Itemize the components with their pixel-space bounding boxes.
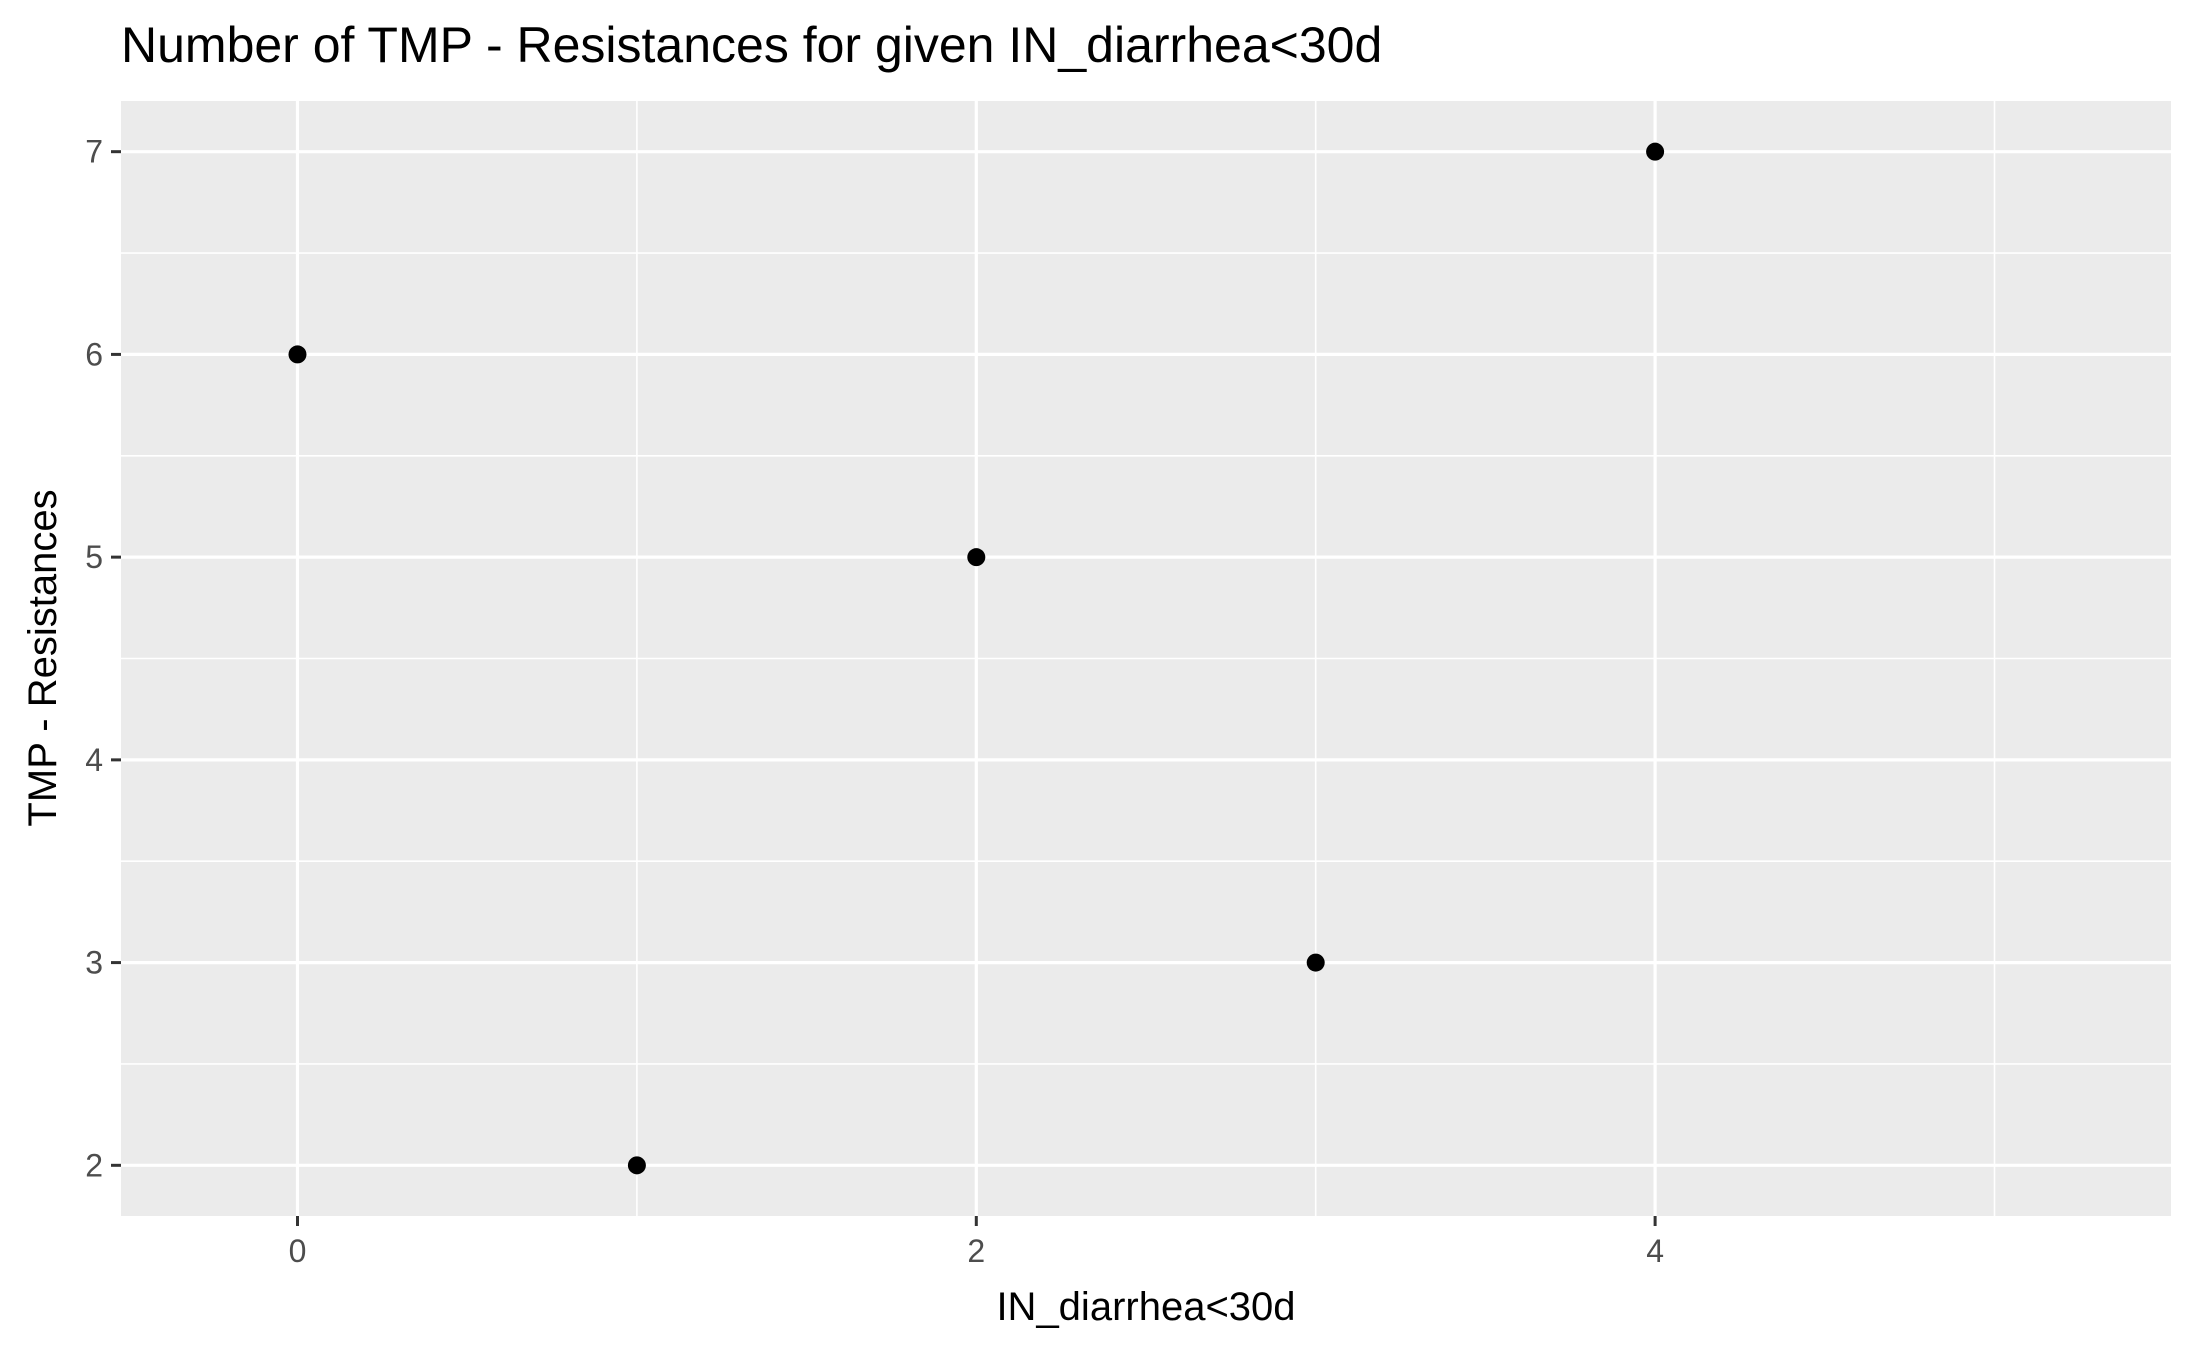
x-tick-label: 2 (967, 1233, 985, 1269)
x-tick-label: 4 (1646, 1233, 1664, 1269)
y-tick-label: 5 (85, 539, 103, 575)
y-axis-title: TMP - Resistances (21, 489, 65, 826)
y-tick-label: 7 (85, 134, 103, 170)
data-point (288, 345, 307, 364)
data-point (1646, 142, 1665, 161)
y-tick-label: 4 (85, 742, 103, 778)
y-tick-label: 2 (85, 1147, 103, 1183)
y-tick-label: 6 (85, 336, 103, 372)
x-tick-label: 0 (289, 1233, 307, 1269)
data-point (627, 1156, 646, 1175)
y-axis: 2 3 4 5 6 7 (85, 134, 121, 1183)
major-gridlines (121, 101, 2171, 1216)
x-axis: 0 2 4 (289, 1216, 1664, 1269)
data-point (1306, 953, 1325, 972)
x-axis-title: IN_diarrhea<30d (996, 1285, 1295, 1329)
data-points (288, 142, 1665, 1175)
minor-gridlines (121, 101, 2171, 1216)
y-tick-label: 3 (85, 945, 103, 981)
chart-title: Number of TMP - Resistances for given IN… (121, 17, 1382, 73)
data-point (967, 548, 986, 567)
